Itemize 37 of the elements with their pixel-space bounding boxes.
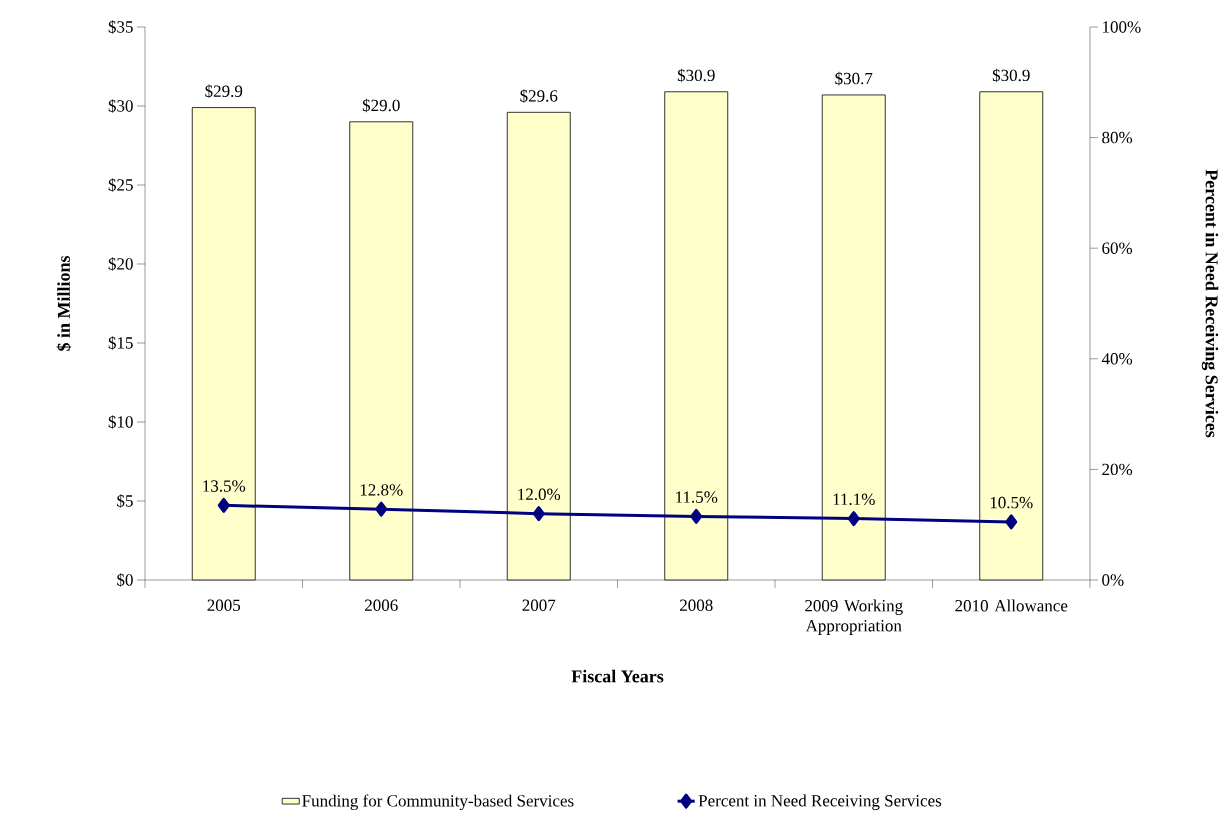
y2-axis-title: Percent in Need Receiving Services: [1201, 169, 1219, 438]
y-tick-label: $30: [108, 99, 133, 113]
y2-tick-label: 60%: [1102, 242, 1133, 254]
y2-tick-label: 40%: [1101, 353, 1133, 365]
data-label: 10.5%: [990, 496, 1033, 509]
y-tick-label: $20: [108, 257, 133, 271]
x-tick-label: 2006: [365, 599, 398, 611]
y-tick-label: $10: [108, 415, 133, 429]
x-tick-label: 2010 Allowance: [955, 599, 1068, 612]
y-tick-label: $35: [108, 20, 133, 34]
data-label: 11.1%: [833, 493, 875, 506]
data-label: 13.5%: [203, 480, 246, 492]
legend-label: Funding for Community-based Services: [302, 794, 574, 811]
y2-tick-label: 80%: [1102, 131, 1133, 144]
y2-tick-label: 0%: [1102, 574, 1124, 586]
y-axis-title: $ in Millions: [56, 255, 72, 351]
data-label: $29.0: [362, 98, 400, 113]
y-tick-label: $5: [117, 494, 133, 508]
data-label: $29.9: [205, 84, 243, 99]
data-label: $29.6: [520, 89, 558, 103]
x-tick-label: 2005: [207, 599, 241, 611]
y2-tick-label: 20%: [1102, 463, 1133, 476]
y-tick-label: $15: [108, 336, 133, 350]
data-label: $30.7: [835, 71, 873, 86]
y-tick-label: $25: [108, 178, 133, 192]
data-label: $30.9: [677, 68, 715, 83]
legend-label: Percent in Need Receiving Services: [698, 794, 942, 810]
x-tick-label: 2007: [522, 599, 556, 611]
data-label: 12.8%: [360, 484, 403, 496]
y-tick-label: $0: [117, 573, 133, 587]
data-label: $30.9: [992, 68, 1030, 83]
x-axis-title: Fiscal Years: [571, 669, 664, 683]
x-tick-label: 2008: [680, 599, 713, 611]
x-tick-label: 2009 Working Appropriation: [805, 599, 903, 635]
data-label: 11.5%: [676, 491, 718, 503]
data-label: 12.0%: [518, 488, 561, 501]
y2-tick-label: 100%: [1103, 21, 1141, 33]
